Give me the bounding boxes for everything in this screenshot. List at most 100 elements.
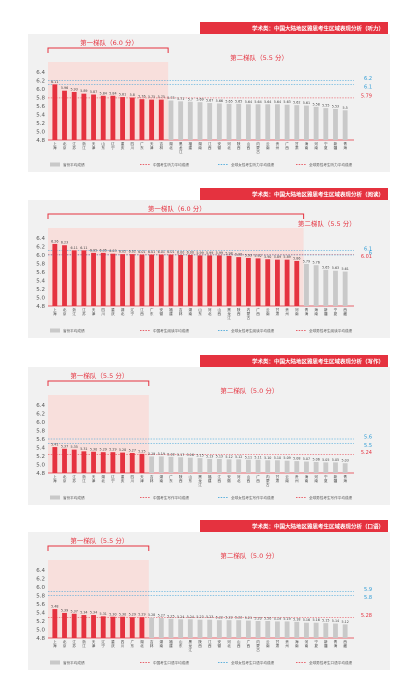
bar [178, 619, 184, 638]
category-label: 甘肃 [276, 639, 280, 648]
bar-value-label: 5.34 [80, 611, 87, 615]
bar [236, 103, 242, 140]
bar [62, 245, 67, 306]
category-label: 山东 [179, 639, 183, 648]
bar-value-label: 5.22 [235, 616, 242, 620]
bar-value-label: 5.75 [148, 95, 155, 99]
bar-value-label: 5.19 [148, 452, 155, 456]
category-label: 江苏 [72, 141, 76, 150]
bar-value-label: 5.81 [119, 93, 126, 97]
bar [129, 453, 135, 473]
tier1-bracket [47, 545, 150, 551]
bar-value-label: 5.34 [90, 611, 97, 615]
category-label: 湖北 [101, 474, 105, 483]
category-label: 贵州 [285, 639, 289, 648]
bar-value-label: 5.48 [51, 605, 58, 609]
tier1-label: 第一梯队（5.5 分） [70, 536, 128, 545]
bar-value-label: 5.95 [235, 253, 242, 257]
bar-value-label: 5.13 [206, 454, 213, 458]
bar [91, 252, 96, 306]
bar-value-label: 5.30 [119, 612, 126, 616]
category-label: 江西 [208, 141, 212, 150]
bar [120, 452, 125, 473]
category-label: 安徽 [218, 639, 222, 648]
bar [197, 619, 203, 638]
category-label: 河北 [237, 474, 241, 483]
bar [120, 616, 125, 638]
category-label: 新疆 [334, 141, 338, 150]
bar-value-label: 6.00 [177, 251, 184, 255]
category-label: 山西 [218, 307, 222, 316]
bar-value-label: 5.16 [187, 453, 194, 457]
legend-swatch-province [50, 660, 60, 665]
category-label: 广东 [140, 141, 144, 150]
category-label: 湖南 [198, 141, 202, 150]
bar [313, 622, 319, 638]
bar-value-label: 5.19 [158, 452, 165, 456]
bar-value-label: 5.03 [341, 459, 348, 463]
reference-line-label: 5.6 [364, 435, 372, 441]
category-label: 新疆 [324, 307, 328, 316]
category-label: 江西 [140, 307, 144, 316]
bar-value-label: 5.19 [274, 617, 281, 621]
bar-value-label: 6.01 [167, 250, 174, 254]
chart-panel-2: 学术类：中国大陆地区雅思考生区域表现分析（写作） 第一梯队（5.5 分） 第二梯队（… [28, 355, 390, 505]
bar [149, 617, 155, 638]
tier2-label: 第二梯队（5.0 分） [220, 386, 278, 395]
category-label: 陕西 [237, 141, 241, 150]
y-tick-label: 5.8 [36, 96, 45, 102]
category-label: 新疆 [334, 474, 338, 483]
bar [81, 615, 87, 638]
y-tick-label: 6.0 [36, 87, 45, 93]
bar [187, 457, 193, 473]
bar [120, 254, 125, 306]
legend-swatch-province [50, 495, 60, 500]
legend-label: 中国考生写作平均成绩 [153, 495, 189, 500]
bar-value-label: 5.09 [283, 456, 290, 460]
y-tick-label: 6.4 [36, 403, 45, 409]
bar-value-label: 5.21 [245, 616, 252, 620]
bar [226, 103, 232, 140]
tier2-label: 第二梯队（5.0 分） [220, 551, 278, 560]
bar-value-label: 5.5 [343, 106, 348, 110]
legend-label-province: 省份平均成绩 [63, 660, 85, 665]
bar-value-label: 5.65 [235, 99, 242, 103]
bar-value-label: 6.01 [148, 250, 155, 254]
category-label: 天津 [150, 142, 154, 150]
y-tick-label: 5.2 [36, 454, 45, 460]
bar [226, 255, 232, 306]
category-label: 上海 [53, 474, 57, 483]
category-label: 海南 [305, 141, 309, 150]
bar-value-label: 5.19 [283, 617, 290, 621]
bar [187, 255, 193, 306]
bar-value-label: 5.28 [119, 448, 126, 452]
chart-panel-0: 学术类：中国大陆地区雅思考生区域表现分析（听力） 第一梯队（6.0 分） 第二梯队（… [28, 22, 390, 172]
reference-line-label: 6.1 [364, 84, 372, 90]
bar [236, 257, 242, 306]
bar-value-label: 5.17 [177, 453, 184, 457]
reference-line-label: 5.8 [364, 595, 372, 601]
tier1-bracket [47, 380, 150, 386]
bar [197, 458, 203, 473]
y-tick-label: 6.2 [36, 79, 45, 85]
legend-label: 全球男性考生听力平均成绩 [309, 162, 353, 167]
category-label: 福建 [208, 474, 212, 483]
bar-value-label: 5.63 [332, 266, 339, 270]
y-tick-label: 5.0 [36, 296, 45, 302]
bar [207, 458, 213, 473]
bar [342, 463, 348, 473]
category-label: 广西 [285, 141, 289, 150]
bar [226, 620, 232, 638]
bar-value-label: 5.96 [61, 86, 68, 90]
bar [129, 254, 135, 306]
bar [158, 618, 164, 638]
bar [81, 93, 87, 140]
bar [158, 99, 164, 140]
category-label: 广西 [256, 474, 260, 483]
bar [178, 457, 184, 473]
bar-value-label: 5.99 [196, 251, 203, 255]
bar-value-label: 6.00 [187, 251, 194, 255]
bar [71, 613, 77, 638]
bar-value-label: 5.58 [312, 102, 319, 106]
category-label: 内蒙古 [256, 639, 260, 652]
